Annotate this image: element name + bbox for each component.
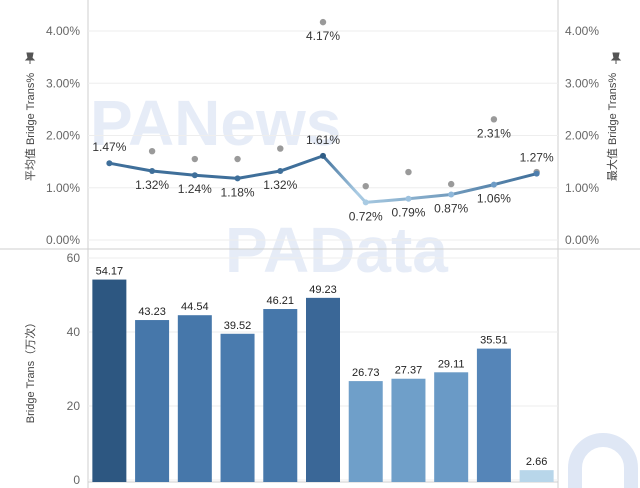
left-y-tick: 2.00% — [46, 129, 80, 143]
bar-label: 27.37 — [395, 365, 423, 377]
left-pin-icon[interactable] — [24, 52, 36, 64]
avg-line — [109, 154, 538, 204]
avg-point — [405, 195, 412, 202]
avg-point — [490, 181, 497, 188]
right-y-axis-title: 最大值 Bridge Trans% — [605, 73, 619, 181]
watermark-layer: PANews PAData — [90, 87, 448, 286]
watermark-top: PANews — [90, 87, 341, 159]
bar — [220, 333, 255, 482]
bar — [306, 297, 340, 482]
avg-point — [320, 152, 326, 159]
avg-point-label: 1.27% — [520, 151, 554, 165]
bar-label: 35.51 — [480, 335, 508, 347]
avg-point — [362, 199, 369, 206]
avg-point-label: 0.72% — [349, 209, 383, 223]
max-point — [490, 116, 498, 123]
bar-label: 2.66 — [526, 456, 547, 468]
bar-y-tick: 40 — [67, 325, 81, 339]
right-y-tick: 4.00% — [565, 24, 599, 38]
avg-point-label: 1.32% — [135, 178, 169, 192]
watermark-logo-arc — [568, 433, 638, 488]
bar-panel: 0 20 40 60 54.17 43.23 44.54 39.52 46.21 49.23 26.… — [67, 251, 638, 488]
bar-y-tick: 60 — [67, 251, 81, 265]
max-point-label: 4.17% — [306, 29, 340, 43]
avg-point-label: 1.32% — [263, 178, 297, 192]
bar — [135, 320, 170, 482]
avg-point-label: 1.61% — [306, 133, 340, 147]
left-y-tick: 0.00% — [46, 233, 80, 247]
bar — [476, 348, 511, 482]
right-y-tick: 2.00% — [565, 129, 599, 143]
avg-point-label: 0.87% — [434, 202, 468, 216]
avg-point — [191, 172, 198, 179]
line-panel: 0.00% 0.00% 1.00% 1.00% 2.00% 2.00% 3.00% 3.00%… — [46, 18, 599, 247]
right-y-tick: 0.00% — [565, 233, 599, 247]
bar — [434, 372, 469, 482]
bar-y-tick: 20 — [67, 399, 81, 413]
max-point — [148, 147, 156, 155]
bar-y-axis-title: Bridge Trans（万次） — [23, 317, 37, 423]
left-y-tick: 1.00% — [46, 181, 80, 195]
bar — [519, 470, 554, 482]
avg-point — [277, 168, 284, 175]
avg-point — [533, 170, 540, 177]
bar — [391, 378, 426, 482]
watermark-bottom: PAData — [225, 214, 448, 286]
max-point — [234, 155, 241, 163]
left-y-axis-title: 平均值 Bridge Trans% — [24, 73, 37, 181]
max-point — [405, 168, 412, 176]
bar-label: 49.23 — [309, 284, 337, 296]
right-pin-icon[interactable] — [610, 52, 622, 64]
avg-point — [149, 168, 156, 175]
max-point — [277, 145, 284, 152]
left-y-tick: 4.00% — [46, 24, 80, 38]
bar-label: 46.21 — [267, 295, 295, 307]
avg-point-label: 1.24% — [178, 182, 212, 196]
bar — [92, 279, 127, 482]
avg-point-label: 1.47% — [92, 140, 126, 154]
max-point-label: 2.31% — [477, 126, 511, 140]
right-y-tick: 3.00% — [565, 76, 599, 90]
bar — [263, 309, 298, 482]
bar-label: 54.17 — [96, 266, 124, 278]
avg-point-label: 1.18% — [221, 185, 255, 199]
avg-point-label: 0.79% — [391, 206, 425, 220]
bar — [177, 315, 212, 482]
bar-label: 39.52 — [224, 320, 252, 332]
right-y-tick: 1.00% — [565, 181, 599, 195]
avg-point — [448, 191, 455, 198]
max-point — [191, 155, 199, 163]
avg-point — [234, 175, 241, 182]
max-point — [319, 18, 327, 26]
bar — [348, 381, 383, 482]
avg-point — [106, 160, 113, 167]
avg-point-label: 1.06% — [477, 192, 511, 206]
left-y-tick: 3.00% — [46, 76, 80, 90]
bar-label: 43.23 — [138, 306, 166, 318]
bar-label: 44.54 — [181, 301, 209, 313]
bar-label: 26.73 — [352, 367, 380, 379]
bar-label: 29.11 — [438, 358, 465, 370]
max-point — [362, 182, 369, 190]
max-point — [447, 180, 455, 188]
bar-y-tick: 0 — [73, 473, 80, 487]
